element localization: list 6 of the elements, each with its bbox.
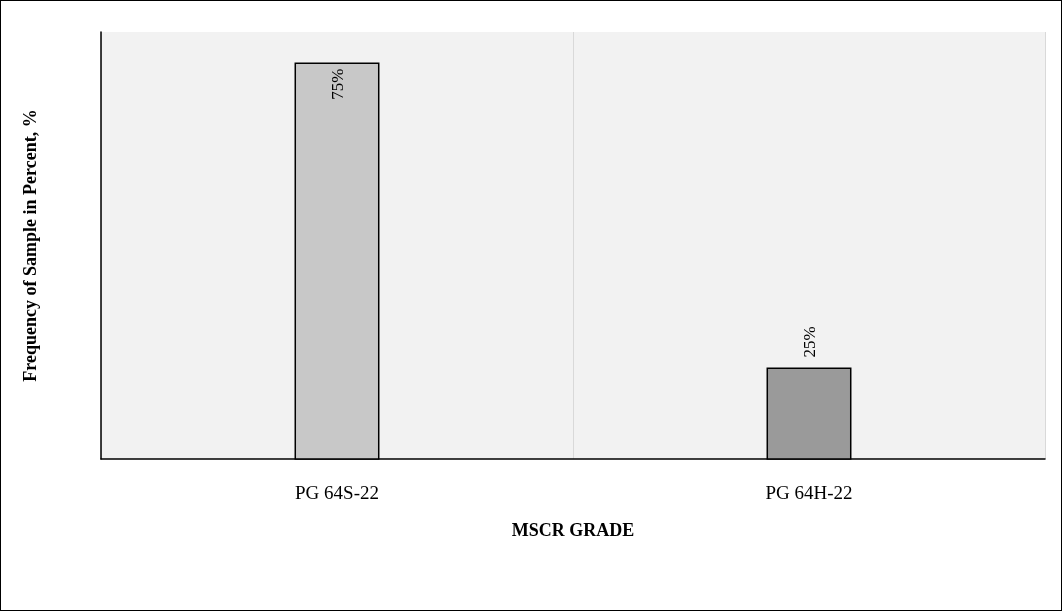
data-label: 25% xyxy=(799,326,819,358)
data-label: 75% xyxy=(327,68,347,100)
x-axis-title: MSCR GRADE xyxy=(511,520,635,540)
x-tick-label: PG 64S-22 xyxy=(295,482,379,503)
y-axis-title: Frequency of Sample in Percent, % xyxy=(20,109,40,382)
x-tick-label: PG 64H-22 xyxy=(765,482,853,503)
